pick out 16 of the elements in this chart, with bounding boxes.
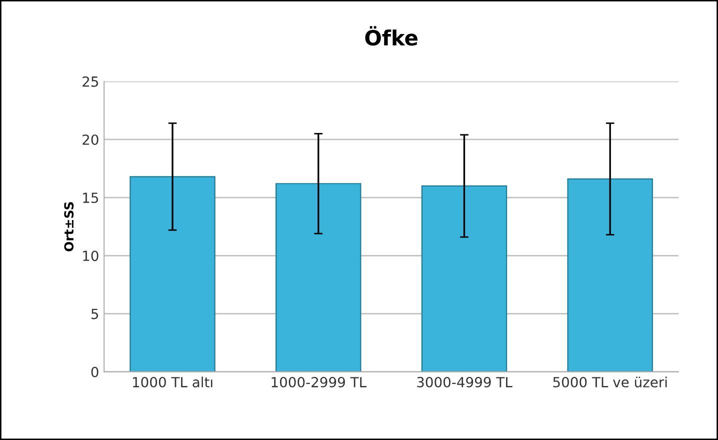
y-tick-label: 15 <box>83 192 98 204</box>
y-axis-title: Ort±SS <box>64 202 74 252</box>
bar <box>276 183 362 372</box>
y-tick-label: 25 <box>82 76 98 87</box>
x-tick-label: 3000-4999 TL <box>417 376 512 388</box>
bar <box>567 178 653 372</box>
x-tick-label: 1000-2999 TL <box>272 376 366 388</box>
bar <box>130 176 216 372</box>
y-tick-label: 10 <box>83 250 98 262</box>
y-tick-label: 0 <box>91 366 98 378</box>
bar <box>421 185 508 372</box>
y-tick-label: 20 <box>82 134 98 145</box>
x-tick-label: 1000 TL altı <box>133 376 212 388</box>
y-tick-label: 5 <box>91 308 98 320</box>
chart-title: Öfke <box>365 26 418 46</box>
x-tick-label: 5000 TL ve üzeri <box>553 376 667 388</box>
